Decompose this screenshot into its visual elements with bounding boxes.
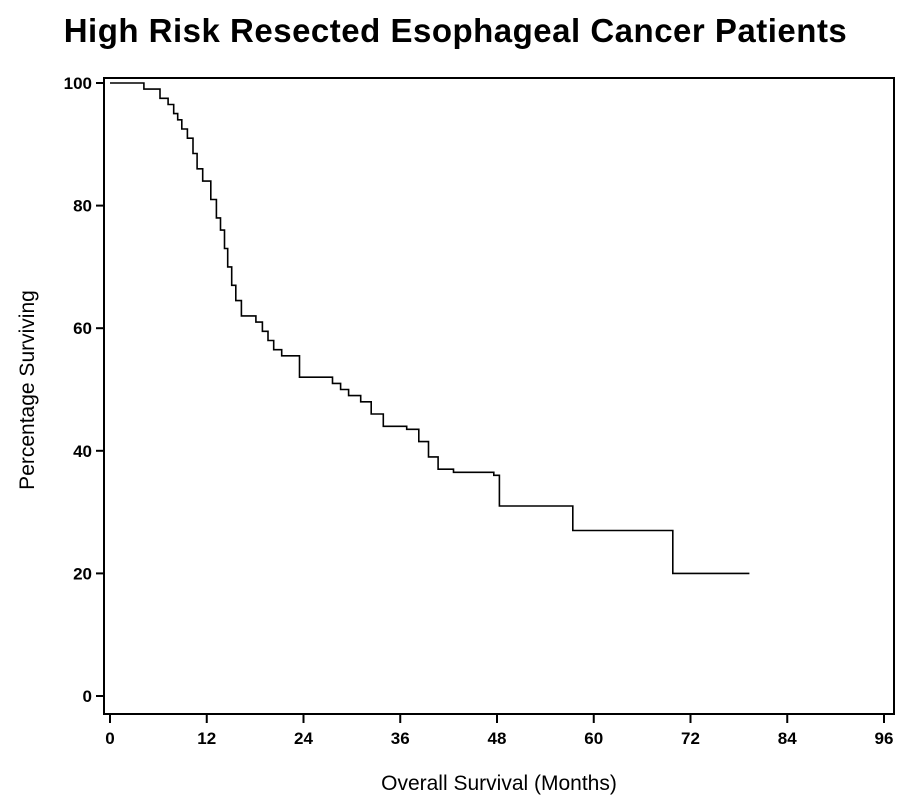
y-tick-label: 100 [64, 74, 92, 93]
x-tick-label: 72 [681, 729, 700, 748]
x-tick-label: 24 [294, 729, 313, 748]
y-axis-ticks: 0 20 40 60 80 100 [64, 74, 104, 706]
y-tick-label: 60 [73, 319, 92, 338]
x-tick-label: 96 [875, 729, 894, 748]
x-axis-ticks: 0 12 24 36 48 60 72 84 96 [105, 714, 893, 748]
x-axis-label: Overall Survival (Months) [381, 772, 617, 795]
plot-frame [103, 77, 895, 715]
x-tick-label: 12 [197, 729, 216, 748]
x-tick-label: 0 [105, 729, 114, 748]
x-tick-label: 48 [488, 729, 507, 748]
chart-title: High Risk Resected Esophageal Cancer Pat… [63, 12, 848, 49]
x-tick-label: 36 [391, 729, 410, 748]
y-axis-label: Percentage Surviving [16, 290, 39, 490]
y-tick-label: 80 [73, 197, 92, 216]
x-tick-label: 84 [778, 729, 797, 748]
x-tick-label: 60 [584, 729, 603, 748]
y-tick-label: 20 [73, 564, 92, 583]
y-tick-label: 0 [83, 687, 92, 706]
survival-curve [110, 82, 750, 575]
y-tick-label: 40 [73, 442, 92, 461]
